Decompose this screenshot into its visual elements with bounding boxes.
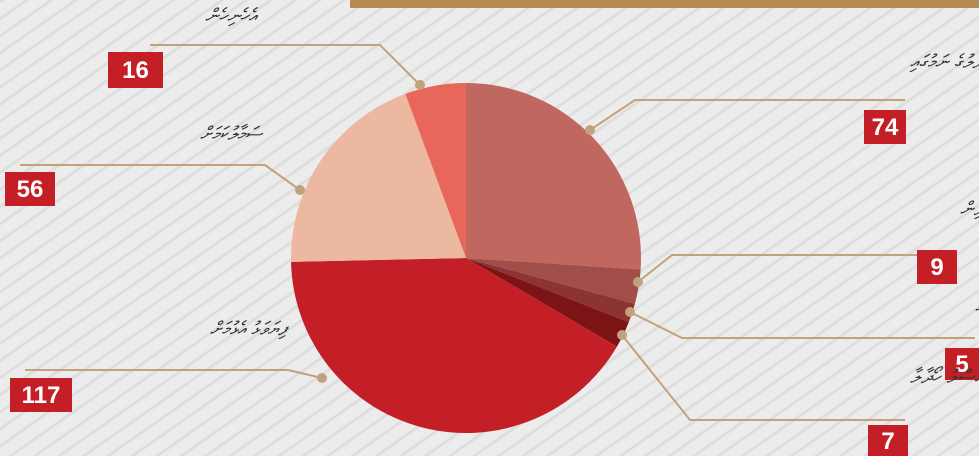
value-box [108,52,163,88]
leader-line [629,311,975,339]
slice [405,83,466,258]
value-label: 16 [122,57,149,84]
slice [466,258,629,347]
slice [466,83,641,270]
pie [290,83,641,433]
top-bar [350,0,979,8]
leader-dot [295,185,305,195]
value-box [917,250,957,284]
value-box [5,172,55,206]
leader-dot [617,330,627,340]
leader-line [621,334,905,421]
category-label: އެހެނިހެން [205,5,258,27]
category-label: އަސްލު ހޯދާލާ [910,366,979,388]
value-label: 7 [881,428,894,455]
value-label: 74 [872,114,899,141]
leader-line [637,254,935,283]
category-label: ޕްރިސިޕަލް ބަދަލުގެ ނަމުގައި [909,51,979,73]
value-label: 5 [955,351,968,378]
category-label: ޕޮލިސްގެ ހިފަހައްޓާ ކުދިން [960,198,979,220]
value-label: 117 [22,382,61,409]
slice [466,258,641,304]
leader-dot [625,307,635,317]
leader-dot [317,373,327,383]
value-box [868,425,908,456]
leader-line [20,164,301,191]
value-label: 9 [930,254,943,281]
leader-line [25,369,323,379]
leader-dot [633,277,643,287]
slice [466,258,635,323]
annotations: 74 ޕްރިސިޕަލް ބަދަލުގެ ނަމުގައި 9 ޕޮލިސްގެ … [5,5,979,456]
leader-line [150,44,421,86]
category-label: ހިމާޔަތް ދިނުމަށް ބެލުން [975,295,979,317]
category-label: ސަމާލުކަމަށް [200,123,264,145]
category-label: ފިޔަވަޅު އެޅުމަށް [210,318,290,340]
value-label: 56 [17,176,44,203]
value-box [10,378,72,412]
value-box [864,110,906,144]
value-box [945,348,979,380]
slice [290,93,466,262]
leader-line [589,99,905,131]
leader-dot [415,80,425,90]
leader-dot [585,125,595,135]
slice [291,258,617,433]
